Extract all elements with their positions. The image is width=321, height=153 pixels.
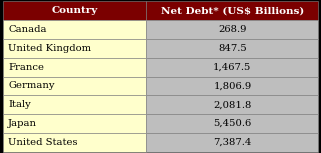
Text: France: France: [8, 63, 44, 72]
Text: United Kingdom: United Kingdom: [8, 44, 91, 53]
Bar: [3, 1, 146, 20]
Text: 2,081.8: 2,081.8: [213, 100, 252, 109]
Text: 1,806.9: 1,806.9: [213, 81, 251, 90]
Text: Net Debt* (US$ Billions): Net Debt* (US$ Billions): [161, 6, 304, 15]
Text: Japan: Japan: [8, 119, 37, 128]
Bar: [146, 114, 318, 133]
Bar: [3, 76, 146, 95]
Text: 1,467.5: 1,467.5: [213, 63, 252, 72]
Bar: [146, 95, 318, 114]
Bar: [146, 1, 318, 20]
Bar: [3, 133, 146, 152]
Bar: [3, 39, 146, 58]
Bar: [3, 58, 146, 76]
Bar: [3, 114, 146, 133]
Bar: [146, 133, 318, 152]
Text: 847.5: 847.5: [218, 44, 247, 53]
Text: 5,450.6: 5,450.6: [213, 119, 251, 128]
Text: Italy: Italy: [8, 100, 31, 109]
Text: United States: United States: [8, 138, 78, 147]
Bar: [146, 58, 318, 76]
Text: 268.9: 268.9: [218, 25, 247, 34]
Bar: [3, 95, 146, 114]
Bar: [146, 76, 318, 95]
Text: Country: Country: [51, 6, 98, 15]
Bar: [3, 20, 146, 39]
Text: Canada: Canada: [8, 25, 47, 34]
Text: Germany: Germany: [8, 81, 55, 90]
Text: 7,387.4: 7,387.4: [213, 138, 252, 147]
Bar: [146, 20, 318, 39]
Bar: [146, 39, 318, 58]
